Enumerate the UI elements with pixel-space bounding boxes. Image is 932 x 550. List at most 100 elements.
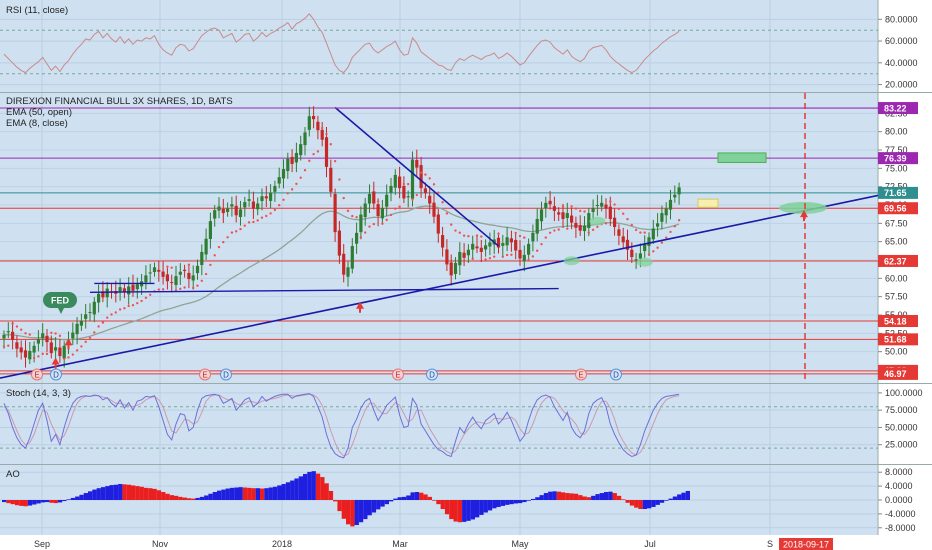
ema8-dot	[669, 230, 672, 234]
ao-bar	[346, 500, 351, 525]
ao-bar	[79, 494, 84, 500]
candle-body	[621, 236, 625, 243]
ema8-dot	[15, 325, 19, 328]
ema8-dot	[243, 224, 246, 227]
price-axis[interactable]	[878, 0, 932, 535]
ao-bar	[191, 498, 196, 500]
ao-bar	[2, 500, 7, 503]
candle-body	[445, 249, 449, 265]
candle-body	[19, 347, 23, 353]
dividend-marker-label: D	[223, 371, 229, 380]
ao-bar	[518, 500, 523, 504]
earnings-marker	[392, 368, 404, 381]
ema8-dot	[561, 205, 565, 208]
ao-bar	[677, 494, 682, 500]
candle-body	[260, 196, 264, 201]
ema8-dot	[596, 225, 599, 229]
candle-body	[49, 342, 53, 354]
ao-bar	[599, 493, 604, 500]
stoch-tick-label: 100.0000	[885, 388, 923, 398]
ema8-dot	[20, 328, 23, 331]
ema8-dot	[437, 191, 440, 194]
ao-bar	[616, 495, 622, 500]
candle-body	[127, 286, 131, 295]
ao-bar	[367, 500, 372, 516]
candle-body	[79, 320, 83, 326]
candle-body	[32, 345, 36, 353]
candle-body	[548, 200, 552, 205]
ema8-dot	[88, 336, 92, 340]
ema8-dot	[497, 232, 500, 235]
ema8-dot	[278, 204, 281, 207]
rsi-tick-label: 60.0000	[885, 36, 918, 46]
ema8-dot	[407, 182, 410, 186]
candle-body	[88, 312, 92, 314]
candle-body	[62, 345, 66, 359]
ao-bar	[337, 500, 342, 512]
candle-body	[389, 185, 393, 193]
candle-body	[92, 301, 96, 315]
arrow-up-marker	[64, 338, 73, 346]
ao-bar	[647, 500, 652, 509]
ema8-dot	[299, 176, 302, 179]
candle-body	[131, 284, 135, 291]
rsi-label: RSI (11, close)	[6, 5, 68, 16]
ao-bar	[522, 500, 527, 503]
candle-body	[509, 238, 513, 243]
time-axis[interactable]	[0, 535, 932, 550]
ao-bar	[96, 488, 101, 500]
ao-bar	[152, 488, 157, 500]
ao-bar	[49, 500, 54, 503]
ema8-dot	[183, 286, 186, 289]
candle-body	[522, 254, 526, 262]
candle-body	[479, 247, 483, 252]
ao-bar	[148, 488, 153, 500]
ema8-dot	[62, 357, 66, 361]
ao-bar	[586, 497, 592, 500]
candle-body	[505, 237, 509, 246]
candle-body	[453, 262, 458, 275]
ao-bar	[315, 473, 321, 500]
price-tick-label: 80.00	[885, 127, 908, 137]
ao-bar	[19, 500, 24, 506]
ao-bar	[500, 500, 506, 506]
ema8-dot	[665, 236, 668, 239]
ao-bar	[604, 492, 609, 500]
ema8-dot	[166, 265, 169, 268]
ema8-dot	[553, 229, 556, 232]
ao-bar	[505, 500, 510, 505]
ema8-dot	[114, 311, 118, 314]
ema8-dot	[613, 203, 616, 206]
earnings-marker	[31, 368, 43, 381]
candle-body	[135, 284, 139, 290]
ema8-dot	[622, 212, 625, 215]
candle-body	[608, 206, 612, 219]
ao-bar	[199, 496, 205, 500]
ao-bar	[234, 487, 239, 500]
ao-bar	[419, 492, 424, 500]
candle-body	[256, 203, 260, 210]
ema8-dot	[316, 150, 320, 153]
candle-body	[178, 271, 182, 275]
ao-bar	[294, 478, 299, 500]
candle-body	[303, 132, 307, 146]
candle-body	[359, 214, 363, 233]
ema8-dot	[312, 152, 315, 156]
fed-badge[interactable]: FED	[43, 292, 77, 314]
ao-bar	[350, 500, 355, 527]
ao-bar	[561, 492, 566, 500]
ao-bar	[92, 489, 97, 500]
ao-bar	[70, 497, 76, 500]
ema50-label: EMA (50, open)	[6, 107, 72, 118]
arrow-up-marker	[800, 210, 808, 218]
ao-bar	[174, 495, 179, 500]
candle-body	[668, 199, 673, 210]
candle-body	[251, 201, 255, 209]
ema8-dot	[398, 205, 401, 208]
candle-body	[501, 243, 505, 246]
ao-bar	[462, 500, 467, 522]
ao-bar	[380, 500, 385, 507]
ao-bar	[53, 500, 58, 504]
candle-body	[234, 205, 238, 216]
candle-body	[471, 243, 475, 250]
